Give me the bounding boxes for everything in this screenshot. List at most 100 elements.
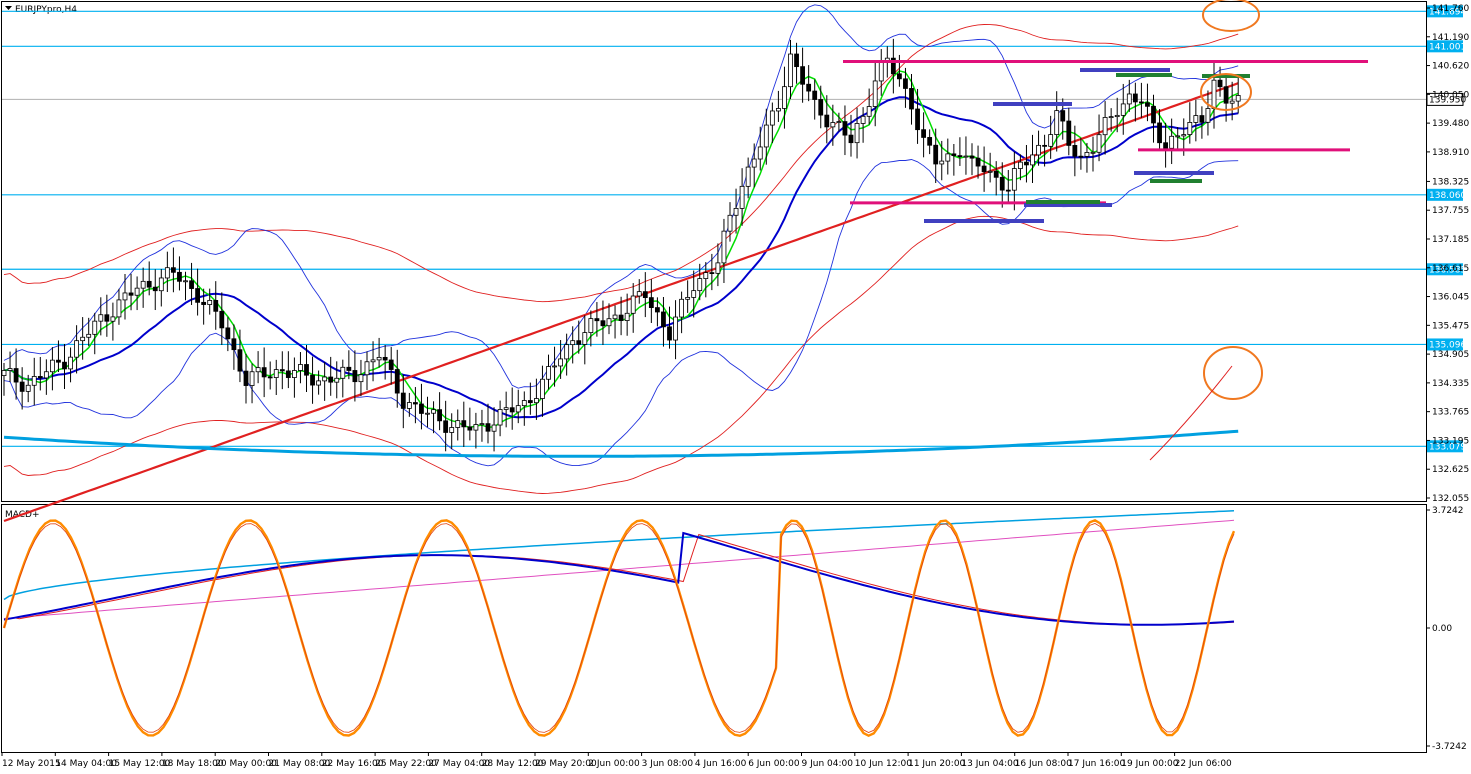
candle-body bbox=[999, 176, 1005, 191]
candle-body bbox=[872, 80, 878, 107]
candle-body bbox=[213, 299, 219, 312]
candle-body bbox=[1229, 100, 1235, 104]
candle-body bbox=[431, 409, 436, 414]
candle-body bbox=[860, 115, 866, 124]
candle-body bbox=[1126, 93, 1132, 105]
candle-body bbox=[1060, 110, 1066, 122]
candle-body bbox=[195, 288, 201, 303]
candle-body bbox=[358, 374, 364, 383]
macd-lines bbox=[2, 510, 1236, 738]
candle-body bbox=[963, 155, 969, 158]
candle-body bbox=[1193, 115, 1199, 123]
candle-body bbox=[394, 369, 400, 394]
candle-body bbox=[854, 123, 860, 144]
candle-body bbox=[346, 366, 352, 371]
candle-body bbox=[31, 376, 37, 386]
candle-body bbox=[170, 267, 176, 273]
candle-body bbox=[564, 344, 570, 360]
candle-body bbox=[981, 165, 987, 173]
candle-body bbox=[1187, 122, 1193, 135]
time-tick-label: 11 Jun 20:00 bbox=[908, 759, 965, 769]
candle-body bbox=[74, 340, 79, 358]
candle-body bbox=[291, 370, 297, 378]
candle-body bbox=[769, 110, 775, 126]
candle-body bbox=[733, 207, 739, 216]
time-tick-label: 14 May 04:00 bbox=[55, 759, 117, 769]
candle-body bbox=[443, 420, 449, 433]
candle-body bbox=[648, 297, 654, 309]
candle-body bbox=[134, 287, 140, 296]
time-tick-label: 2 Jun 00:00 bbox=[588, 759, 640, 769]
candle-body bbox=[975, 157, 981, 167]
price-tick-label: 141.760 bbox=[1432, 4, 1469, 14]
candle-body bbox=[630, 295, 636, 314]
envelope-rise-line bbox=[1149, 365, 1233, 461]
macd-signal-line bbox=[3, 533, 1235, 626]
price-tick-label: 132.625 bbox=[1432, 465, 1469, 475]
level-price-label: 141.001 bbox=[1429, 42, 1466, 52]
highlight-ellipse-mid bbox=[1200, 73, 1252, 111]
price-tick-label: 136.615 bbox=[1432, 264, 1469, 274]
candle-body bbox=[491, 424, 497, 432]
macd-tick-label: 3.7242 bbox=[1432, 506, 1464, 516]
candle-body bbox=[824, 114, 830, 128]
candle-body bbox=[812, 90, 818, 100]
time-tick-label: 9 Jun 04:00 bbox=[802, 759, 854, 769]
candle-body bbox=[600, 320, 606, 327]
candle-body bbox=[273, 369, 279, 378]
candle-body bbox=[903, 78, 908, 89]
candle-body bbox=[1114, 114, 1120, 118]
candle-body bbox=[158, 277, 164, 292]
time-tick-label: 15 May 12:00 bbox=[109, 759, 171, 769]
candle-body bbox=[7, 368, 13, 371]
candle-body bbox=[588, 318, 594, 333]
chart-menu-triangle-icon[interactable] bbox=[5, 6, 12, 10]
candle-body bbox=[685, 297, 691, 300]
level-price-flag bbox=[1427, 5, 1463, 18]
candle-body bbox=[679, 298, 684, 318]
candle-body bbox=[419, 403, 424, 414]
candle-body bbox=[878, 62, 884, 82]
candles bbox=[1, 38, 1241, 452]
price-tick-label: 134.335 bbox=[1432, 379, 1469, 389]
candle-body bbox=[237, 349, 243, 372]
level-price-flag bbox=[1427, 338, 1463, 351]
candle-body bbox=[697, 278, 703, 292]
candle-body bbox=[1151, 105, 1156, 124]
candle-body bbox=[316, 380, 322, 386]
chart-title: EURJPYpro,H4 bbox=[15, 5, 77, 15]
price-tick-label: 138.910 bbox=[1432, 148, 1469, 158]
candle-body bbox=[673, 316, 678, 341]
candle-body bbox=[1048, 134, 1054, 147]
candle-body bbox=[642, 291, 648, 299]
candle-body bbox=[1, 370, 7, 376]
level-price-flag bbox=[1427, 440, 1463, 453]
candle-body bbox=[1139, 101, 1144, 104]
candle-body bbox=[751, 158, 757, 168]
candle-body bbox=[1102, 117, 1108, 136]
time-tick-label: 13 Jun 04:00 bbox=[961, 759, 1018, 769]
candle-body bbox=[352, 370, 358, 383]
candle-body bbox=[13, 368, 19, 383]
candle-body bbox=[788, 53, 793, 88]
candle-body bbox=[763, 124, 769, 148]
level-price-label: 138.060 bbox=[1429, 191, 1466, 201]
candle-body bbox=[945, 153, 951, 162]
macd-main-line bbox=[3, 531, 1235, 626]
candle-body bbox=[231, 338, 237, 351]
candle-body bbox=[1066, 120, 1072, 146]
candle-body bbox=[25, 384, 31, 392]
price-tick-label: 136.045 bbox=[1432, 293, 1469, 303]
candle-body bbox=[661, 311, 666, 328]
time-tick-label: 20 May 00:00 bbox=[215, 759, 277, 769]
candle-body bbox=[285, 370, 291, 378]
candle-body bbox=[164, 267, 170, 279]
time-tick-label: 18 May 18:00 bbox=[162, 759, 224, 769]
candle-body bbox=[842, 121, 848, 136]
price-tick-label: 133.195 bbox=[1432, 436, 1469, 446]
candle-body bbox=[1090, 151, 1096, 154]
candle-body bbox=[207, 299, 213, 305]
